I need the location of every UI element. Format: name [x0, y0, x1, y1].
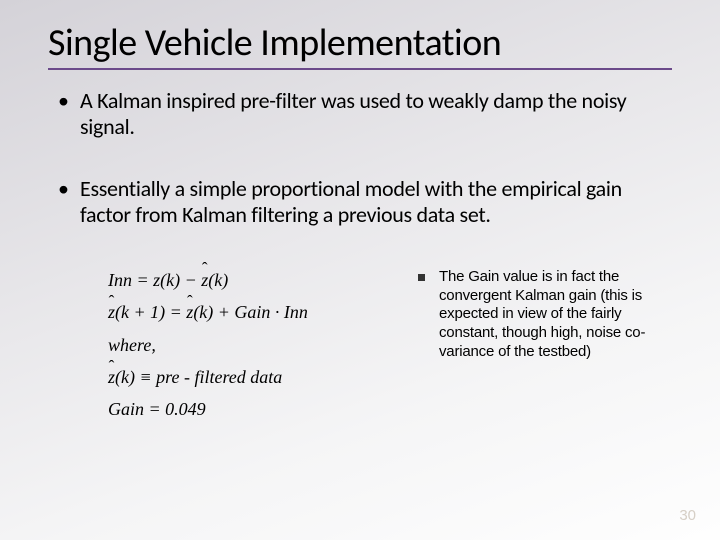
lower-content-row: Inn = z(k) − z(k) z(k + 1) = z(k) + Gain…: [48, 264, 672, 426]
eq-zhat: z: [201, 264, 208, 296]
bullet-list: A Kalman inspired pre-filter was used to…: [48, 88, 672, 228]
slide-title: Single Vehicle Implementation: [48, 20, 672, 70]
equation-gain: Gain = 0.049: [108, 393, 418, 425]
eq-text: (k) + Gain · Inn: [193, 302, 308, 322]
eq-zhat: z: [186, 296, 193, 328]
bullet-item: Essentially a simple proportional model …: [54, 176, 672, 228]
eq-zhat: z: [108, 296, 115, 328]
equations-block: Inn = z(k) − z(k) z(k + 1) = z(k) + Gain…: [48, 264, 418, 426]
gain-note-text: The Gain value is in fact the convergent…: [439, 268, 672, 362]
eq-text: (k + 1) =: [115, 302, 186, 322]
eq-text: (k): [208, 270, 228, 290]
bullet-item: A Kalman inspired pre-filter was used to…: [54, 88, 672, 140]
square-bullet-icon: [418, 274, 425, 281]
right-column: The Gain value is in fact the convergent…: [418, 264, 672, 362]
eq-zhat: z: [108, 361, 115, 393]
equation-where: where,: [108, 329, 418, 361]
eq-text: (k) ≡ pre - filtered data: [115, 367, 282, 387]
slide-number: 30: [679, 507, 696, 524]
slide: Single Vehicle Implementation A Kalman i…: [0, 0, 720, 540]
equation-line: z(k + 1) = z(k) + Gain · Inn: [108, 296, 418, 328]
equation-line: z(k) ≡ pre - filtered data: [108, 361, 418, 393]
equation-line: Inn = z(k) − z(k): [108, 264, 418, 296]
